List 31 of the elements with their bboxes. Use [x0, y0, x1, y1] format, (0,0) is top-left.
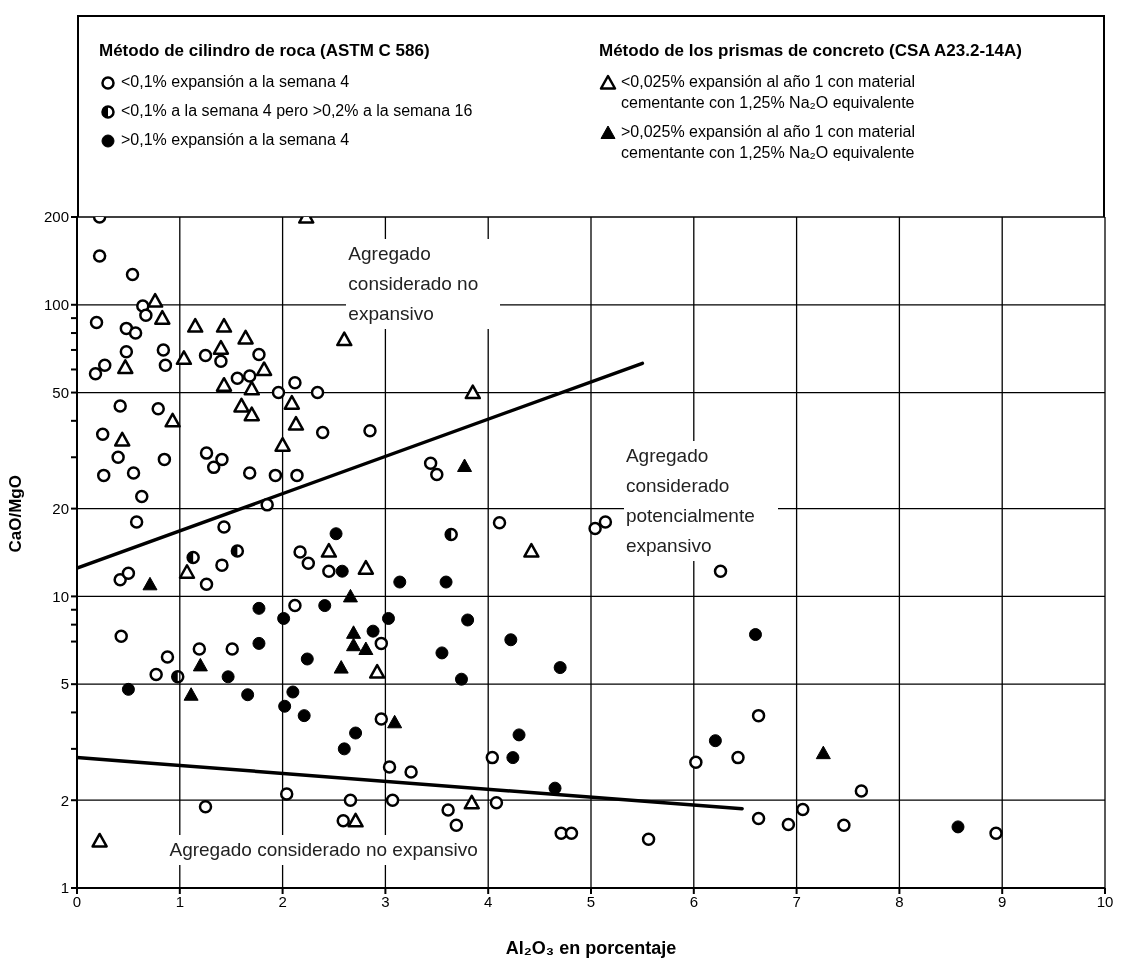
x-tick-label: 2	[278, 892, 287, 910]
legend-label: >0,1% expansión a la semana 4	[121, 130, 350, 150]
y-tick-label: 2	[60, 791, 69, 809]
y-tick-label: 200	[43, 208, 69, 226]
legend-label: <0,025% expansión al año 1 con material cementante con 1,25% Na₂O equivalente	[621, 72, 916, 113]
y-axis-title: CaO/MgO	[6, 475, 26, 553]
x-tick-label: 0	[72, 892, 82, 910]
x-axis-title: Al₂O₃ en porcentaje	[505, 938, 677, 958]
annotation: Agregado considerado potencialmente expansivo	[623, 441, 778, 562]
y-tick-label: 50	[52, 383, 69, 401]
legend-label: <0,1% a la semana 4 pero >0,2% a la semana 16	[121, 101, 473, 121]
x-tick-label: 1	[175, 892, 184, 910]
x-tick-label: 10	[1096, 892, 1114, 910]
x-tick-label: 7	[792, 892, 801, 910]
y-tick-label: 20	[52, 499, 69, 517]
y-tick-label: 5	[60, 675, 69, 693]
y-tick-label: 10	[52, 587, 69, 605]
y-tick-label: 100	[43, 296, 69, 314]
x-tick-label: 9	[998, 892, 1007, 910]
x-tick-label: 4	[484, 892, 493, 910]
legend-label: <0,1% expansión a la semana 4	[121, 72, 350, 92]
text: Método de los prismas de concreto (CSA A23.2-14A)	[599, 41, 1023, 61]
x-tick-label: 8	[895, 892, 904, 910]
x-tick-label: 6	[689, 892, 698, 910]
x-tick-label: 5	[586, 892, 596, 910]
annotation: Agregado considerado no expansivo	[346, 239, 501, 330]
y-tick-label: 1	[60, 879, 69, 897]
annotation: Agregado considerado no expansivo	[167, 834, 480, 865]
legend-label: >0,025% expansión al año 1 con material cementante con 1,25% Na₂O equivalente	[621, 122, 916, 163]
x-tick-label: 3	[381, 892, 390, 910]
text: Método de cilindro de roca (ASTM C 586)	[99, 41, 431, 61]
